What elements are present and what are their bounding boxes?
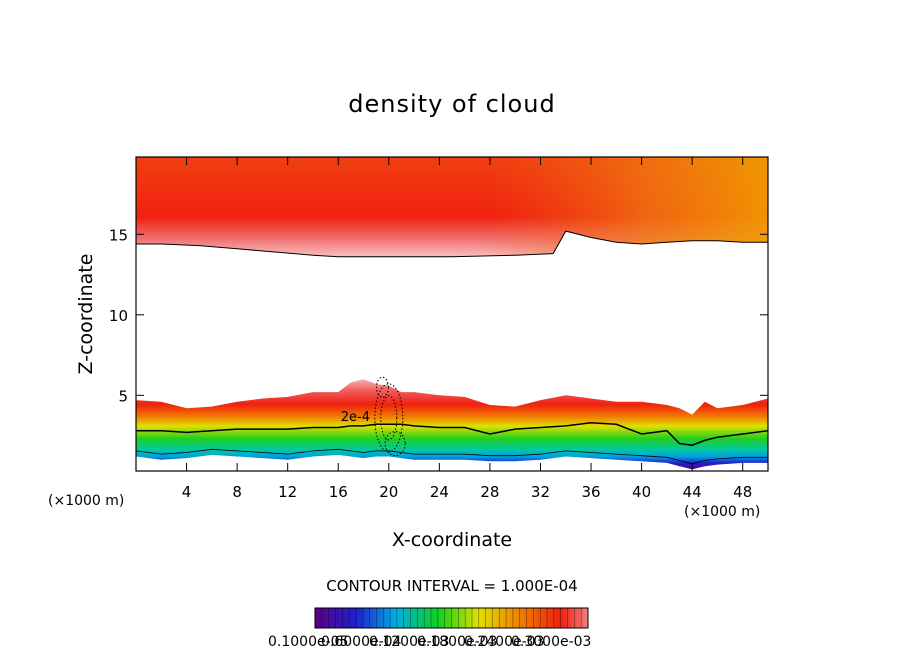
x-tick-label: 20 bbox=[379, 483, 398, 501]
y-tick-label: 10 bbox=[109, 307, 128, 325]
x-axis-ticks: 4 8 12 16 20 24 28 32 36 40 44 48 bbox=[182, 157, 752, 501]
contour-label: 2e-4 bbox=[341, 410, 370, 425]
dotted-contour-ring bbox=[384, 431, 406, 457]
dotted-contour-ring bbox=[380, 395, 398, 441]
colorbar-label: 0.2400e-03 bbox=[464, 634, 544, 650]
x-tick-label: 8 bbox=[232, 483, 242, 501]
x-tick-label: 40 bbox=[632, 483, 651, 501]
colorbar-label: 0.1200e-03 bbox=[369, 634, 449, 650]
x-unit-right: (×1000 m) bbox=[684, 504, 760, 520]
upper-layer-contour bbox=[136, 230, 768, 258]
x-tick-label: 48 bbox=[733, 483, 752, 501]
x-unit-left: (×1000 m) bbox=[48, 493, 124, 509]
colorbar-label-first: 0.1000e-05 bbox=[268, 634, 348, 650]
dotted-contour-cluster bbox=[374, 376, 406, 457]
x-tick-label: 28 bbox=[480, 483, 499, 501]
y-axis-ticks: 5 10 15 bbox=[109, 226, 768, 405]
y-axis-label: Z-coordinate bbox=[75, 254, 97, 375]
lower-cloud-layer bbox=[136, 379, 768, 470]
y-tick-label: 5 bbox=[118, 387, 128, 405]
x-tick-label: 44 bbox=[683, 483, 702, 501]
chart-title: density of cloud bbox=[348, 90, 555, 118]
colorbar-label: 0.1800e-03 bbox=[417, 634, 497, 650]
x-tick-label: 36 bbox=[581, 483, 600, 501]
plot-area: 2e-4 bbox=[136, 157, 768, 470]
x-tick-label: 32 bbox=[531, 483, 550, 501]
x-tick-label: 4 bbox=[182, 483, 192, 501]
colorbar-level-lines bbox=[321, 608, 582, 628]
y-tick-label: 15 bbox=[109, 226, 128, 244]
colorbar-labels-overlapped: 0.6000e-040.1200e-030.1800e-030.2400e-03… bbox=[321, 634, 591, 650]
x-tick-label: 16 bbox=[329, 483, 348, 501]
x-tick-label: 12 bbox=[278, 483, 297, 501]
plot-frame bbox=[135, 156, 769, 472]
x-axis-label: X-coordinate bbox=[392, 529, 512, 551]
dotted-contour-ring bbox=[374, 383, 404, 453]
contour-interval-text: CONTOUR INTERVAL = 1.000E-04 bbox=[326, 577, 577, 595]
x-tick-label: 24 bbox=[430, 483, 449, 501]
upper-cloud-layer-tint bbox=[136, 157, 768, 257]
colorbar-frame bbox=[314, 607, 589, 629]
colorbar-label: 0.3000e-03 bbox=[511, 634, 591, 650]
dotted-contour-ring bbox=[375, 376, 389, 398]
contour-line-2e-4 bbox=[136, 421, 768, 446]
colorbar-label: 0.6000e-04 bbox=[321, 634, 402, 650]
lower-layer-bottom-contour bbox=[136, 448, 768, 465]
